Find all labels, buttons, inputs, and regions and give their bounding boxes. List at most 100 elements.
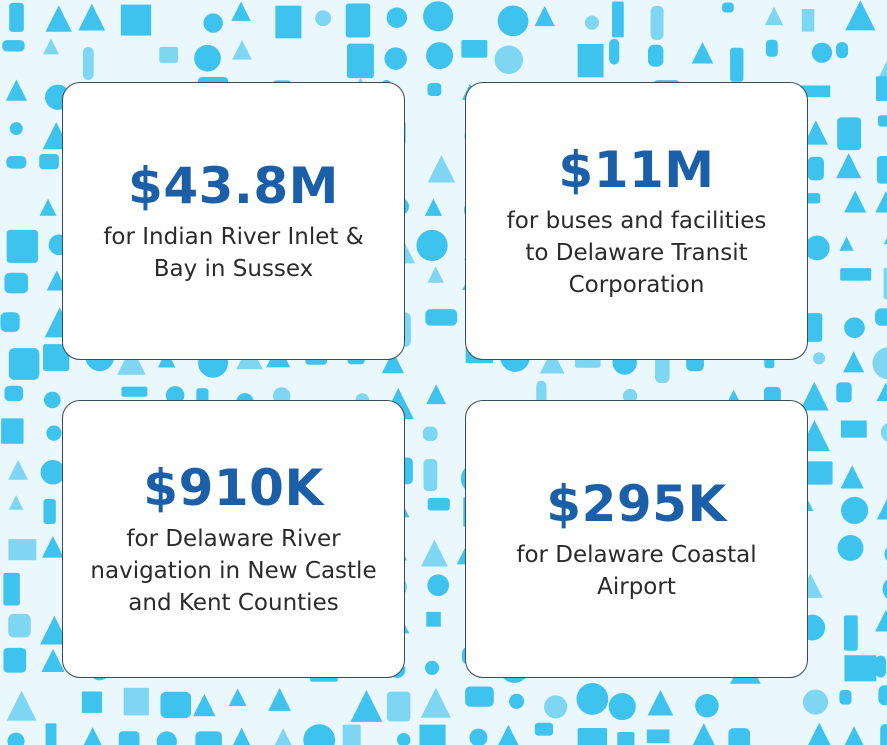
- pattern-shape: [534, 5, 555, 27]
- pattern-shape: [584, 15, 600, 30]
- pattern-shape: [386, 7, 408, 28]
- pattern-shape: [1, 418, 24, 444]
- pattern-shape: [82, 46, 94, 80]
- pattern-shape: [764, 6, 784, 26]
- pattern-shape: [4, 385, 24, 402]
- pattern-shape: [577, 44, 604, 78]
- pattern-shape: [426, 384, 447, 405]
- pattern-shape: [78, 3, 106, 31]
- pattern-shape: [576, 683, 609, 715]
- pattern-shape: [876, 156, 887, 184]
- pattern-shape: [6, 156, 27, 169]
- amount: $910K: [143, 459, 324, 517]
- description-line: and Kent Counties: [128, 590, 339, 616]
- stat-card: $11M for buses and facilities to Delaware …: [465, 82, 808, 360]
- pattern-shape: [426, 611, 441, 627]
- description-line: to Delaware Transit: [525, 240, 748, 266]
- pattern-shape: [274, 728, 292, 745]
- pattern-shape: [3, 572, 20, 606]
- pattern-shape: [419, 724, 446, 745]
- pattern-shape: [875, 655, 887, 678]
- pattern-shape: [342, 724, 361, 745]
- pattern-shape: [232, 727, 251, 745]
- pattern-shape: [883, 237, 887, 245]
- pattern-shape: [839, 236, 854, 251]
- description-line: for buses and facilities: [506, 208, 767, 234]
- pattern-shape: [841, 496, 869, 524]
- pattern-shape: [730, 47, 744, 82]
- pattern-shape: [194, 44, 221, 72]
- pattern-shape: [498, 724, 519, 745]
- pattern-shape: [695, 693, 719, 718]
- pattern-shape: [837, 534, 864, 561]
- pattern-shape: [839, 689, 852, 705]
- pattern-shape: [880, 423, 887, 442]
- pattern-shape: [118, 731, 140, 745]
- pattern-shape: [8, 613, 31, 638]
- pattern-shape: [534, 722, 554, 736]
- pattern-shape: [648, 44, 664, 67]
- pattern-shape: [40, 459, 66, 485]
- pattern-shape: [420, 687, 451, 718]
- pattern-shape: [39, 198, 57, 216]
- pattern-shape: [43, 498, 56, 525]
- pattern-shape: [539, 348, 565, 374]
- pattern-shape: [878, 60, 887, 78]
- pattern-shape: [875, 76, 887, 101]
- pattern-shape: [121, 386, 148, 397]
- pattern-shape: [275, 5, 302, 39]
- pattern-shape: [160, 691, 192, 719]
- pattern-shape: [808, 722, 831, 745]
- pattern-shape: [346, 43, 374, 79]
- pattern-shape: [844, 726, 864, 745]
- pattern-shape: [350, 690, 383, 722]
- pattern-shape: [381, 351, 404, 374]
- pattern-shape: [424, 198, 443, 216]
- pattern-shape: [42, 344, 70, 371]
- pattern-shape: [608, 693, 636, 721]
- pattern-shape: [728, 728, 751, 745]
- pattern-shape: [691, 41, 714, 64]
- pattern-shape: [6, 229, 38, 263]
- description-line: for Delaware River: [126, 526, 341, 552]
- pattern-shape: [617, 731, 635, 745]
- pattern-shape: [425, 309, 458, 326]
- description-line: Airport: [597, 574, 676, 600]
- pattern-shape: [427, 155, 456, 183]
- amount: $295K: [546, 475, 727, 533]
- pattern-shape: [426, 42, 454, 70]
- pattern-shape: [543, 695, 568, 719]
- pattern-shape: [8, 348, 40, 380]
- pattern-shape: [427, 574, 450, 597]
- pattern-shape: [396, 733, 411, 745]
- pattern-shape: [692, 723, 715, 745]
- pattern-shape: [840, 420, 867, 438]
- pattern-shape: [43, 391, 61, 409]
- pattern-shape: [813, 352, 826, 365]
- pattern-shape: [303, 724, 336, 745]
- pattern-shape: [875, 308, 887, 326]
- pattern-shape: [422, 426, 438, 442]
- pattern-shape: [843, 351, 865, 373]
- pattern-shape: [42, 38, 59, 55]
- pattern-shape: [193, 693, 216, 717]
- pattern-shape: [315, 10, 332, 27]
- pattern-shape: [766, 39, 778, 57]
- pattern-shape: [875, 191, 887, 213]
- pattern-shape: [2, 40, 25, 52]
- pattern-shape: [9, 2, 24, 32]
- pattern-shape: [882, 579, 887, 599]
- pattern-shape: [650, 5, 664, 40]
- pattern-shape: [876, 499, 887, 520]
- pattern-shape: [845, 0, 876, 31]
- pattern-shape: [807, 461, 833, 485]
- pattern-shape: [647, 689, 674, 716]
- pattern-shape: [81, 691, 102, 713]
- pattern-shape: [83, 727, 102, 745]
- pattern-shape: [836, 42, 849, 59]
- pattern-shape: [3, 647, 27, 673]
- pattern-shape: [883, 267, 887, 300]
- amount: $43.8M: [128, 157, 339, 215]
- pattern-shape: [509, 693, 525, 709]
